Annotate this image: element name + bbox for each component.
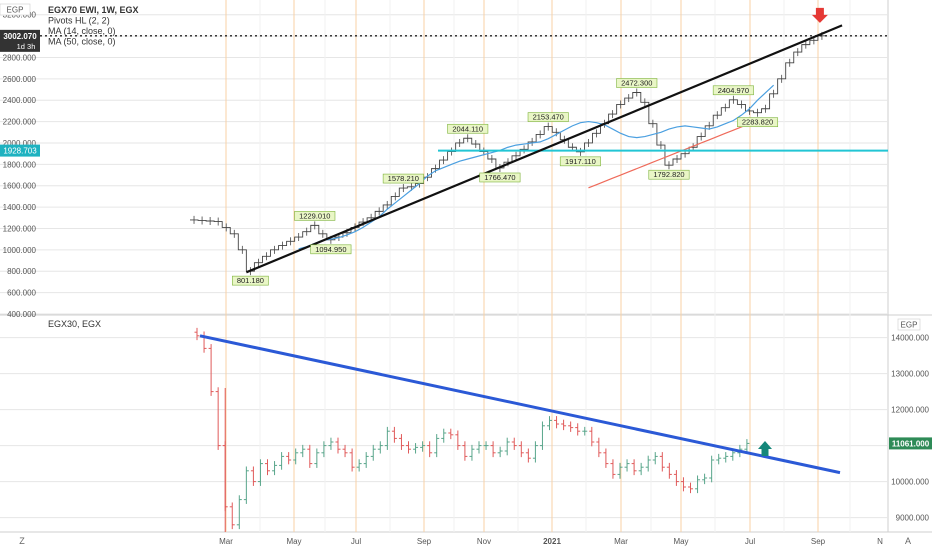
level-price-badge xyxy=(0,144,40,157)
upper-y-tick-label: 2000.000 xyxy=(3,139,37,148)
x-tick-label: May xyxy=(286,537,301,546)
pivot-label: 1229.010 xyxy=(299,211,330,220)
lower-legend-title: EGX30, EGX xyxy=(48,319,101,329)
upper-y-tick-label: 400.000 xyxy=(7,310,36,319)
x-tick-label: Sep xyxy=(417,537,432,546)
upper-currency-label: EGP xyxy=(7,6,24,15)
current-price-value: 3002.070 xyxy=(3,32,37,41)
pivot-label: 2283.820 xyxy=(742,118,773,127)
upper-legend-title: EGX70 EWI, 1W, EGX xyxy=(48,5,139,15)
pivot-label-box xyxy=(294,211,336,221)
upper-legend-indicator: MA (50, close, 0) xyxy=(48,37,116,47)
upper-y-tick-label: 1600.000 xyxy=(3,182,37,191)
lower-trendline xyxy=(199,334,841,475)
upper-y-tick-label: 1800.000 xyxy=(3,160,37,169)
upper-y-tick-label: 1400.000 xyxy=(3,203,37,212)
pivot-label: 2153.470 xyxy=(533,113,564,122)
pivot-label: 2044.110 xyxy=(452,124,483,133)
upper-legend-indicator: Pivots HL (2, 2) xyxy=(48,16,110,26)
upper-y-tick-label: 2400.000 xyxy=(3,96,37,105)
pivot-label: 1917.110 xyxy=(565,157,596,166)
session-lines xyxy=(225,0,819,532)
price-step-line xyxy=(190,35,826,272)
lower-currency-label: EGP xyxy=(901,321,918,330)
lower-y-tick-label: 10000.000 xyxy=(891,478,929,487)
lower-y-tick-label: 14000.000 xyxy=(891,334,929,343)
lower-y-tick-label: 12000.000 xyxy=(891,406,929,415)
x-tick-label: Sep xyxy=(811,537,826,546)
pivot-label: 1792.820 xyxy=(653,170,684,179)
lower-pane[interactable] xyxy=(194,327,841,532)
pivot-label: 1094.950 xyxy=(315,245,346,254)
pivot-label-box xyxy=(310,244,352,255)
upper-y-tick-label: 2600.000 xyxy=(3,75,37,84)
current-price-badge xyxy=(0,29,40,52)
lower-y-tick-label: 13000.000 xyxy=(891,370,929,379)
countdown-value: 1d 3h xyxy=(17,42,36,51)
pivot-label-box xyxy=(479,172,521,183)
pivot-label-box xyxy=(527,112,569,122)
lower-y-tick-label: 9000.000 xyxy=(896,514,930,523)
upper-y-tick-label: 2200.000 xyxy=(3,118,37,127)
upper-pane[interactable]: 801.180 1229.010 1094.950 1578.210 2044.110 1… xyxy=(0,7,888,286)
lower-currency-box xyxy=(897,318,921,331)
pivot-label: 1766.470 xyxy=(484,173,515,182)
pivot-label-box xyxy=(559,156,601,167)
pivot-label-box xyxy=(712,85,754,96)
pivot-label-box xyxy=(616,78,658,88)
pivot-label: 1578.210 xyxy=(388,174,419,183)
price-axes[interactable]: 400.000 600.000 800.000 1000.000 1200.000 140… xyxy=(0,3,932,523)
upper-y-tick-label: 1200.000 xyxy=(3,224,37,233)
pivot-label: 2472.300 xyxy=(621,79,652,88)
x-tick-label: Mar xyxy=(219,537,233,546)
x-tick-label: N xyxy=(877,537,883,546)
pivot-label-box xyxy=(648,169,690,180)
x-tick-label: Jul xyxy=(745,537,755,546)
upper-y-tick-label: 800.000 xyxy=(7,267,36,276)
x-tick-label: Nov xyxy=(477,537,491,546)
upper-y-tick-label: 2800.000 xyxy=(3,53,37,62)
zoom-button[interactable]: Z xyxy=(19,536,25,546)
pivot-label-box xyxy=(382,173,424,184)
upper-y-tick-label: 1000.000 xyxy=(3,246,37,255)
x-tick-label: Mar xyxy=(614,537,628,546)
time-axis[interactable]: Mar May Jul Sep Nov 2021 Mar May Jul Sep N xyxy=(219,537,883,546)
pivot-label: 2404.970 xyxy=(718,86,749,95)
arrow-up-icon xyxy=(758,441,772,456)
x-tick-label: 2021 xyxy=(543,537,561,546)
upper-trendline xyxy=(245,24,843,274)
arrow-down-icon xyxy=(811,7,828,23)
pivot-label-box xyxy=(737,117,779,128)
auto-scale-button[interactable]: A xyxy=(905,536,911,546)
upper-currency-box xyxy=(0,3,31,16)
lower-price-value: 11061.000 xyxy=(892,439,930,448)
x-tick-label: May xyxy=(673,537,688,546)
pivot-label: 801.180 xyxy=(237,276,264,285)
pivot-label-box xyxy=(447,123,489,134)
ma50-line xyxy=(588,119,758,189)
level-price-value: 1928.703 xyxy=(3,147,37,156)
upper-y-tick-label: 600.000 xyxy=(7,289,36,298)
x-tick-label: Jul xyxy=(351,537,361,546)
lower-price-badge xyxy=(889,437,932,450)
pivot-label-box xyxy=(232,275,269,286)
upper-legend-indicator: MA (14, close, 0) xyxy=(48,26,116,36)
